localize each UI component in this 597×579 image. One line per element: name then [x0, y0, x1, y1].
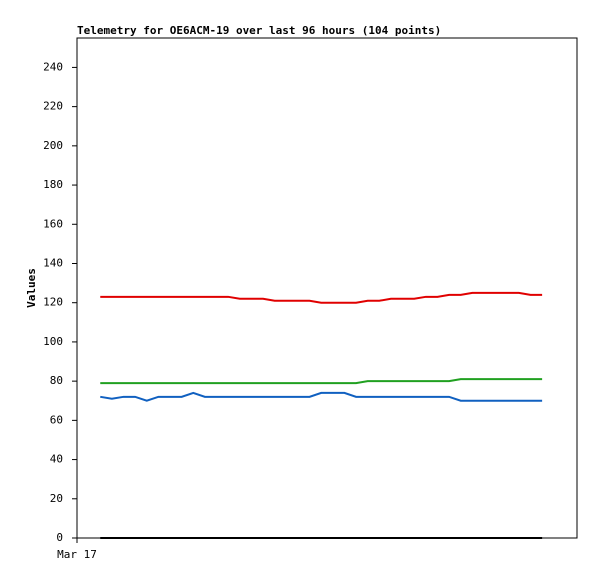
series-line	[100, 391, 543, 402]
y-tick-label: 80	[50, 374, 63, 387]
y-tick-label: 20	[50, 492, 63, 505]
y-tick-label: 60	[50, 413, 63, 426]
y-axis-label: Values	[25, 268, 38, 308]
y-tick-label: 120	[43, 296, 63, 309]
series-line	[100, 378, 543, 385]
x-tick-label: Mar 17	[57, 548, 97, 561]
y-tick-label: 140	[43, 256, 63, 269]
chart-title: Telemetry for OE6ACM-19 over last 96 hou…	[77, 24, 441, 37]
y-tick-label: 240	[43, 60, 63, 73]
y-tick-label: 180	[43, 178, 63, 191]
y-tick-label: 160	[43, 217, 63, 230]
y-tick-label: 40	[50, 453, 63, 466]
plot-frame	[76, 37, 578, 539]
y-tick-label: 0	[56, 531, 63, 544]
y-tick-label: 220	[43, 100, 63, 113]
y-tick-label: 200	[43, 139, 63, 152]
y-tick-label: 100	[43, 335, 63, 348]
series-line	[100, 291, 543, 304]
